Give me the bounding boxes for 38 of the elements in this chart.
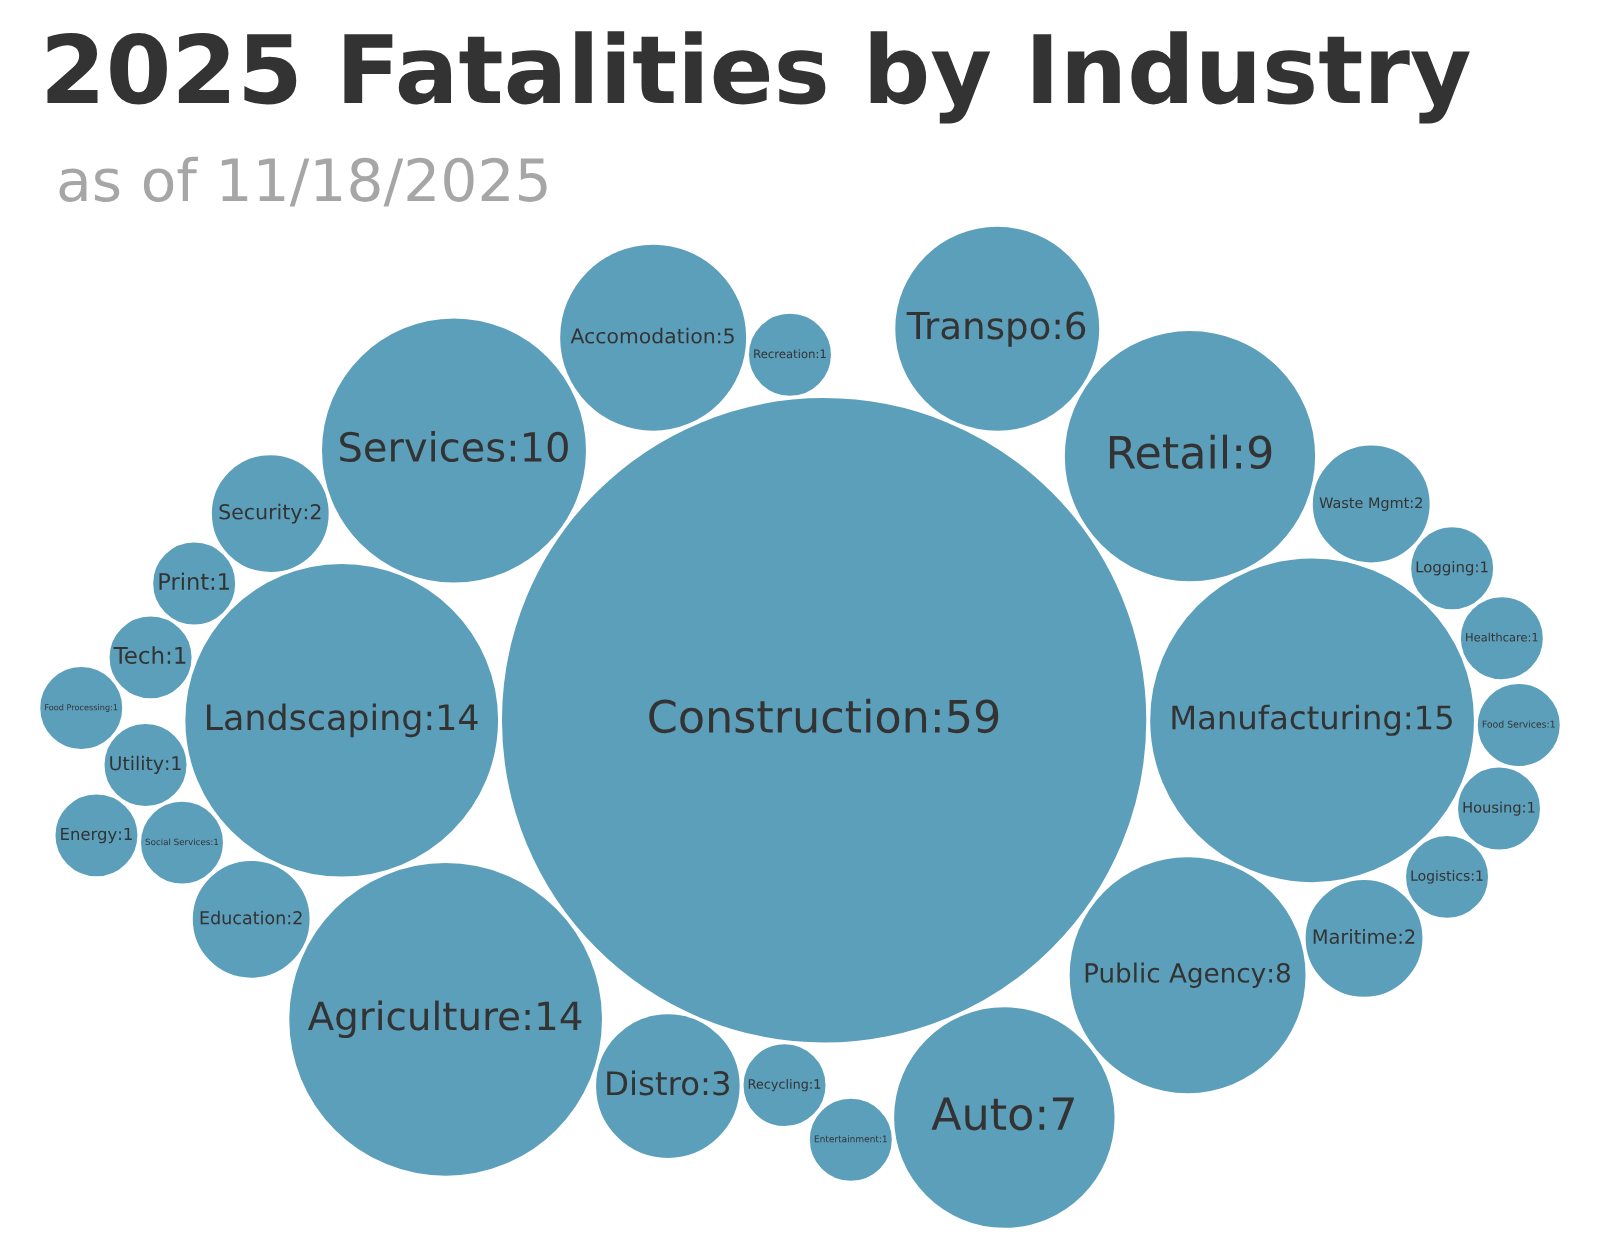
data-label: :10	[510, 431, 568, 463]
category-label: Landscaping	[207, 703, 421, 738]
category-label: Agriculture	[307, 1000, 519, 1039]
data-label: :14	[427, 704, 478, 730]
category-label: Retail	[1109, 434, 1227, 470]
text: 2025 Fatalities by Industry	[47, 31, 1470, 124]
category-label: Construction	[649, 698, 927, 734]
data-label: :3	[703, 1070, 729, 1096]
category-label: Energy	[61, 827, 117, 844]
category-label: Manufacturing	[1172, 704, 1400, 736]
data-label: :1	[167, 646, 186, 664]
data-label: :7	[1039, 1097, 1074, 1130]
data-label: :59	[935, 699, 999, 734]
data-label: :9	[1236, 435, 1272, 470]
category-label: Maritime	[1313, 928, 1397, 944]
category-label: Education	[200, 910, 285, 925]
category-label: Public Agency	[1085, 962, 1266, 988]
data-label: :1	[166, 756, 181, 771]
category-label: Transpo	[906, 311, 1050, 347]
data-label: :14	[525, 1001, 582, 1031]
data-label: :1	[119, 827, 132, 840]
category-label: Accomodation	[570, 327, 714, 344]
data-label: :5	[718, 328, 734, 344]
data-label: :8	[1269, 962, 1290, 983]
data-label: :2	[304, 504, 321, 520]
data-label: :2	[1399, 929, 1415, 944]
data-label: :1	[211, 573, 229, 590]
category-label: Auto	[931, 1097, 1032, 1131]
category-label: Security	[219, 503, 302, 524]
category-label: Distro	[607, 1070, 699, 1096]
category-label: Tech	[113, 646, 164, 665]
data-label: :2	[288, 911, 302, 925]
category-label: Utility	[110, 755, 164, 775]
text: as of 11/18/2025	[59, 156, 547, 207]
category-label: Print	[159, 572, 209, 590]
category-label: Services	[340, 431, 505, 463]
data-label: :15	[1406, 705, 1452, 730]
data-label: :6	[1055, 311, 1086, 340]
